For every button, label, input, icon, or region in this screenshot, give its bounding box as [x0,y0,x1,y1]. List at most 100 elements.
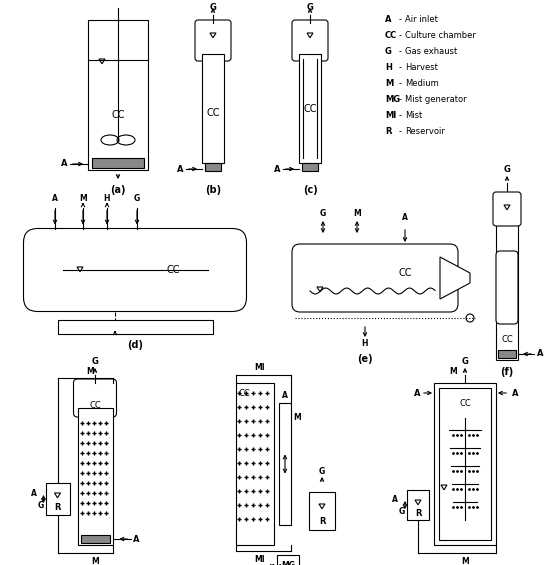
Text: M: M [449,367,457,376]
FancyBboxPatch shape [73,379,117,417]
Text: A: A [61,159,67,168]
Text: -: - [399,111,402,120]
Text: Harvest: Harvest [405,63,438,72]
Text: G: G [37,501,43,510]
Bar [434,383,496,545]
Text: G: G [385,47,392,56]
Bar [205,163,221,171]
Text: Reservoir: Reservoir [405,128,445,137]
Bar [202,54,224,163]
Text: A: A [512,389,518,398]
Text: M: M [91,557,99,565]
Text: M: M [293,414,301,423]
FancyBboxPatch shape [493,192,521,226]
Bar [92,158,144,168]
Text: G: G [399,506,405,515]
Text: G: G [210,2,216,11]
Text: CC: CC [206,107,220,118]
Text: A: A [402,214,408,223]
Text: A: A [274,164,280,173]
Text: MI: MI [255,363,265,372]
FancyBboxPatch shape [496,251,518,324]
Text: CC: CC [238,389,250,398]
Polygon shape [440,257,470,299]
Bar [81,535,110,543]
Text: G: G [319,467,325,476]
Text: A: A [385,15,391,24]
Bar [88,20,148,170]
Text: R: R [319,518,325,527]
FancyBboxPatch shape [292,20,328,61]
Text: M: M [79,194,87,203]
Text: CC: CC [89,401,101,410]
Bar [302,163,318,171]
Text: A: A [414,389,420,398]
Text: G: G [134,194,140,203]
Text: A: A [177,164,183,173]
Text: CC: CC [166,265,180,275]
Text: M: M [461,557,469,565]
Text: (e): (e) [357,354,373,364]
Text: (h): (h) [267,564,283,565]
Bar [496,220,518,360]
Text: CC: CC [398,268,412,278]
Text: (b): (b) [205,185,221,195]
Text: R: R [54,502,61,511]
Text: (a): (a) [110,185,126,195]
Text: A: A [537,350,543,359]
FancyBboxPatch shape [292,244,458,312]
Text: (f): (f) [500,367,514,377]
Text: H: H [385,63,392,72]
Text: Mist: Mist [405,111,422,120]
Text: (c): (c) [302,185,317,195]
Text: -: - [399,15,402,24]
Text: M: M [86,367,94,376]
Text: CC: CC [385,32,397,41]
Text: G: G [92,357,98,366]
Text: MI: MI [255,554,265,563]
Text: CC: CC [459,398,471,407]
Bar [498,350,516,358]
Text: MI: MI [385,111,396,120]
Bar [309,492,335,530]
Text: -: - [399,95,402,105]
Text: MG: MG [281,560,295,565]
Text: -: - [399,63,402,72]
Text: Culture chamber: Culture chamber [405,32,476,41]
Text: Air inlet: Air inlet [405,15,438,24]
Bar [407,490,429,520]
Text: H: H [362,340,368,349]
Text: Gas exhaust: Gas exhaust [405,47,457,56]
Bar [279,403,291,525]
Text: A: A [282,390,288,399]
Bar [277,555,299,565]
Text: M: M [385,80,393,89]
Bar [46,483,70,515]
Bar [57,319,212,333]
Text: A: A [52,194,58,203]
Text: CC: CC [303,103,317,114]
Text: A: A [392,496,398,505]
Bar [299,54,321,163]
Text: CC: CC [501,336,513,345]
Text: (d): (d) [127,340,143,350]
FancyBboxPatch shape [23,228,246,311]
Text: H: H [104,194,110,203]
Text: G: G [320,210,326,219]
Text: G: G [461,357,469,366]
Text: Mist generator: Mist generator [405,95,466,105]
Text: A: A [31,489,37,498]
Text: Medium: Medium [405,80,439,89]
Text: CC: CC [111,110,125,120]
Text: -: - [399,128,402,137]
Text: -: - [399,47,402,56]
Text: A: A [133,534,140,544]
Text: G: G [306,2,314,11]
Text: G: G [504,166,510,175]
Text: MG: MG [385,95,400,105]
Text: -: - [399,80,402,89]
FancyBboxPatch shape [195,20,231,61]
Text: M: M [353,210,361,219]
Text: -: - [399,32,402,41]
Bar [439,388,491,540]
